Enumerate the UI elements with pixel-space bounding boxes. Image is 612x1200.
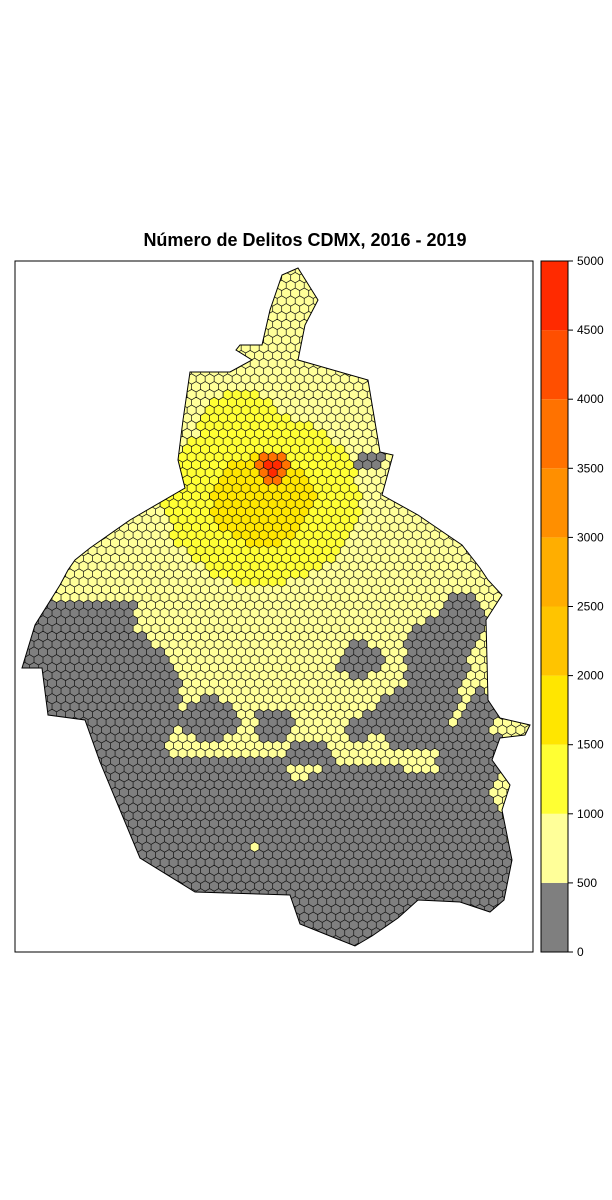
legend-color-block (541, 744, 568, 814)
legend-tick-label: 4500 (577, 323, 604, 337)
map-panel-frame (14, 260, 534, 953)
legend-color-block (541, 675, 568, 745)
hex-cell-group (263, 459, 283, 479)
legend-tick-label: 500 (577, 876, 597, 890)
hex-cell-layer (22, 268, 530, 946)
legend-color-block (541, 882, 568, 952)
legend-color-bar (541, 261, 568, 952)
legend-tick-label: 2500 (577, 600, 604, 614)
legend-tick-label: 0 (577, 945, 584, 959)
legend-tick-label: 3000 (577, 530, 604, 544)
legend-color-block (541, 537, 568, 607)
legend-color-block (541, 606, 568, 676)
legend-tick-label: 2000 (577, 669, 604, 683)
legend-axis: 0 500 1000 1500 2000 2500 3000 3500 4000 4500 5000 (568, 254, 604, 959)
legend-color-block (541, 330, 568, 400)
hex-cell-group (159, 388, 364, 588)
legend-color-block (541, 813, 568, 883)
hexbin-map (21, 267, 531, 947)
map-title: Número de Delitos CDMX, 2016 - 2019 (143, 230, 466, 250)
legend-color-block (541, 468, 568, 538)
color-legend: 0 500 1000 1500 2000 2500 3000 3500 4000 4500 5000 (540, 254, 604, 959)
legend-tick-label: 4000 (577, 392, 604, 406)
legend-tick-label: 5000 (577, 254, 604, 268)
legend-tick-label: 3500 (577, 461, 604, 475)
legend-color-block (541, 261, 568, 331)
legend-tick-label: 1500 (577, 738, 604, 752)
cdmx-boundary (21, 267, 531, 947)
legend-tick-label: 1000 (577, 807, 604, 821)
hex-cell-group (209, 451, 319, 549)
legend-color-block (541, 399, 568, 469)
